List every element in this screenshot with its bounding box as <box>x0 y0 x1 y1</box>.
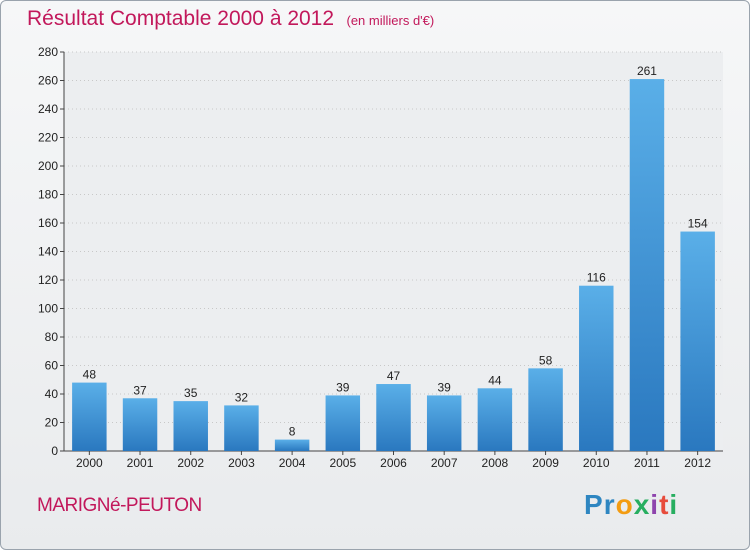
x-tick-label: 2001 <box>127 456 154 470</box>
x-tick-label: 2006 <box>380 456 407 470</box>
y-tick-label: 160 <box>38 216 58 230</box>
bar-value-label: 261 <box>637 64 657 78</box>
bar <box>680 231 715 451</box>
x-tick-label: 2008 <box>482 456 509 470</box>
y-tick-label: 20 <box>45 416 59 430</box>
bar <box>376 384 411 451</box>
y-tick-label: 280 <box>38 45 58 59</box>
bar <box>274 439 310 451</box>
y-tick-label: 180 <box>38 188 58 202</box>
bar-value-label: 44 <box>488 373 502 387</box>
y-tick-label: 220 <box>38 131 58 145</box>
logo-letter: i <box>650 489 660 520</box>
bar <box>325 395 361 451</box>
y-tick-label: 260 <box>38 74 58 88</box>
y-tick-label: 60 <box>45 359 59 373</box>
x-tick-label: 2009 <box>532 456 559 470</box>
bar-value-label: 39 <box>438 380 452 394</box>
x-tick-label: 2003 <box>228 456 255 470</box>
x-tick-label: 2004 <box>279 456 306 470</box>
bar <box>528 368 563 451</box>
bar-value-label: 8 <box>289 425 296 439</box>
bar-value-label: 48 <box>83 368 97 382</box>
bar <box>579 285 614 451</box>
bar <box>224 405 259 451</box>
x-tick-label: 2000 <box>76 456 103 470</box>
bar <box>477 388 513 451</box>
x-tick-label: 2012 <box>684 456 711 470</box>
bar-value-label: 35 <box>184 386 198 400</box>
bar-value-label: 37 <box>133 383 147 397</box>
bar <box>122 398 158 451</box>
place-name: MARIGNé-PEUTON <box>37 495 202 516</box>
x-tick-label: 2002 <box>177 456 204 470</box>
x-tick-label: 2007 <box>431 456 458 470</box>
y-tick-label: 40 <box>45 387 59 401</box>
chart-title-block: Résultat Comptable 2000 à 2012 (en milli… <box>27 7 434 31</box>
logo-letter: i <box>669 489 679 520</box>
y-tick-label: 120 <box>38 273 58 287</box>
logo-letter: r <box>603 489 616 520</box>
bar-value-label: 47 <box>387 369 401 383</box>
bar-value-label: 154 <box>688 217 708 231</box>
logo-letter: t <box>659 489 670 520</box>
logo-letter: P <box>584 489 604 520</box>
logo-letter: x <box>633 489 651 520</box>
y-tick-label: 100 <box>38 302 58 316</box>
x-tick-label: 2011 <box>634 456 660 470</box>
x-tick-label: 2005 <box>329 456 356 470</box>
y-tick-label: 240 <box>38 102 58 116</box>
chart-title: Résultat Comptable 2000 à 2012 <box>27 7 335 30</box>
bar-value-label: 32 <box>235 390 249 404</box>
y-tick-label: 0 <box>51 444 58 458</box>
bar <box>173 401 208 451</box>
bar-value-label: 58 <box>539 353 553 367</box>
bar-value-label: 116 <box>587 271 606 285</box>
logo-letter: o <box>615 489 634 520</box>
y-tick-label: 200 <box>38 159 58 173</box>
chart-subtitle: (en milliers d'€) <box>346 13 435 28</box>
x-tick-label: 2010 <box>583 456 610 470</box>
y-tick-label: 80 <box>45 330 59 344</box>
bar-value-label: 39 <box>336 380 350 394</box>
proxiti-logo: Proxiti <box>584 489 678 521</box>
y-tick-label: 140 <box>38 245 58 259</box>
bar <box>426 395 462 451</box>
bar <box>629 79 665 451</box>
bar <box>72 382 107 451</box>
